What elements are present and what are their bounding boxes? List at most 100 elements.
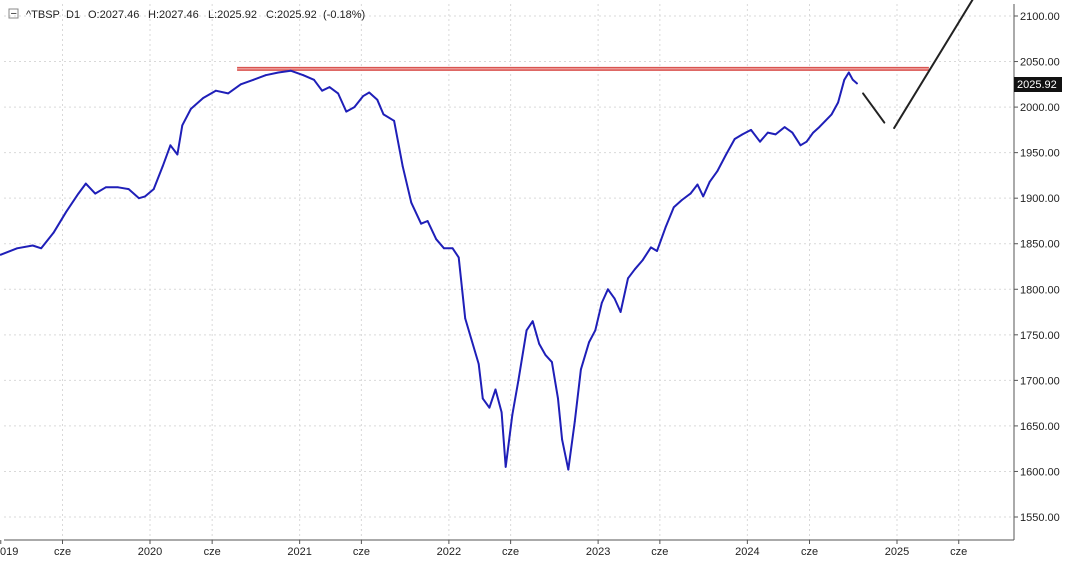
series-point: [451, 247, 454, 250]
series-point: [176, 153, 179, 156]
series-point: [362, 95, 364, 98]
series-point: [328, 86, 331, 88]
series-point: [538, 343, 541, 345]
series-point: [774, 133, 777, 136]
series-point: [0, 253, 2, 256]
series-point: [420, 222, 422, 225]
series-point: [481, 397, 484, 400]
series-point: [31, 244, 34, 247]
series-point: [337, 92, 339, 95]
series-point: [401, 165, 404, 168]
series-layer: [0, 69, 858, 471]
y-tick-label: 1750.00: [1020, 330, 1060, 342]
series-point: [619, 311, 622, 313]
series-point: [708, 180, 711, 183]
header-open: O:2027.46: [88, 9, 139, 21]
series-point: [144, 195, 147, 198]
series-point: [443, 247, 445, 250]
x-tick-label: cze: [54, 546, 71, 558]
series-point: [393, 119, 395, 122]
series-point: [856, 82, 858, 85]
series-point: [190, 108, 192, 110]
series-point: [500, 411, 503, 414]
series-point: [488, 406, 491, 409]
series-point: [812, 131, 815, 134]
series-point: [470, 338, 473, 341]
x-tick-label: 2024: [735, 546, 759, 558]
series-point: [435, 238, 438, 241]
chart-header: − ^TBSP D1 O:2027.46 H:2027.46 L:2025.92…: [8, 8, 365, 21]
series-point: [376, 98, 379, 101]
header-change: (-0.18%): [323, 9, 365, 21]
series-point: [511, 414, 514, 416]
series-point: [264, 74, 267, 77]
series-point: [741, 133, 744, 136]
series-point: [227, 92, 230, 95]
x-tick-label: 2021: [287, 546, 311, 558]
series-point: [321, 89, 323, 92]
y-tick-label: 1650.00: [1020, 421, 1060, 433]
x-tick-label: cze: [353, 546, 370, 558]
header-high: H:2027.46: [148, 9, 199, 21]
series-point: [689, 192, 692, 195]
series-point: [588, 341, 590, 343]
series-point: [750, 129, 752, 131]
series-point: [531, 320, 534, 323]
series-point: [851, 78, 854, 81]
series-point: [696, 183, 699, 186]
series-point: [169, 144, 172, 147]
series-point: [464, 317, 467, 320]
series-point: [613, 297, 616, 300]
y-tick-label: 1900.00: [1020, 193, 1060, 205]
y-tick-label: 2000.00: [1020, 102, 1060, 114]
series-point: [847, 71, 850, 74]
series-point: [161, 165, 164, 168]
last-price-tag-bg: [1014, 77, 1062, 92]
series-point: [313, 78, 315, 81]
series-point: [127, 188, 130, 191]
series-point: [634, 268, 636, 271]
x-tick-label: 2023: [586, 546, 610, 558]
y-tick-label: 2100.00: [1020, 11, 1060, 23]
series-point: [557, 397, 559, 400]
projection-segment-up: [893, 0, 974, 130]
projection-path: [862, 0, 974, 130]
series-line: [0, 69, 858, 471]
projection-segment-down: [862, 92, 886, 124]
series-point: [252, 78, 255, 81]
series-point: [759, 140, 761, 143]
series-point: [716, 170, 719, 172]
x-tick-label: 2022: [437, 546, 461, 558]
series-point: [830, 113, 833, 116]
series-point: [600, 302, 603, 304]
x-tick-label: cze: [950, 546, 967, 558]
series-point: [567, 468, 570, 471]
x-tick-label: cze: [502, 546, 519, 558]
series-point: [345, 110, 348, 113]
series-point: [607, 288, 609, 291]
y-tick-label: 1600.00: [1020, 466, 1060, 478]
series-point: [181, 124, 184, 127]
series-point: [426, 220, 429, 222]
series-point: [40, 247, 43, 250]
series-point: [517, 379, 520, 382]
series-point: [504, 466, 507, 468]
collapse-toggle[interactable]: [8, 8, 19, 19]
x-tick-label: cze: [801, 546, 818, 558]
y-tick-label: 1700.00: [1020, 375, 1060, 387]
series-point: [138, 197, 140, 200]
x-tick-label: cze: [204, 546, 221, 558]
collapse-icon[interactable]: −: [11, 8, 17, 20]
x-tick-label: 2020: [138, 546, 162, 558]
series-point: [202, 97, 205, 99]
x-tick-label: 2025: [885, 546, 909, 558]
series-point: [382, 113, 385, 116]
series-point: [302, 74, 305, 77]
series-point: [766, 131, 769, 134]
x-axis-ticks: 019 cze 2020 cze 2021 cze 2022 cze 2023 cze 2024 cz…: [0, 540, 967, 558]
series-point: [117, 186, 119, 189]
x-tick-label: cze: [651, 546, 668, 558]
header-symbol: ^TBSP: [26, 9, 60, 21]
series-point: [594, 329, 597, 332]
